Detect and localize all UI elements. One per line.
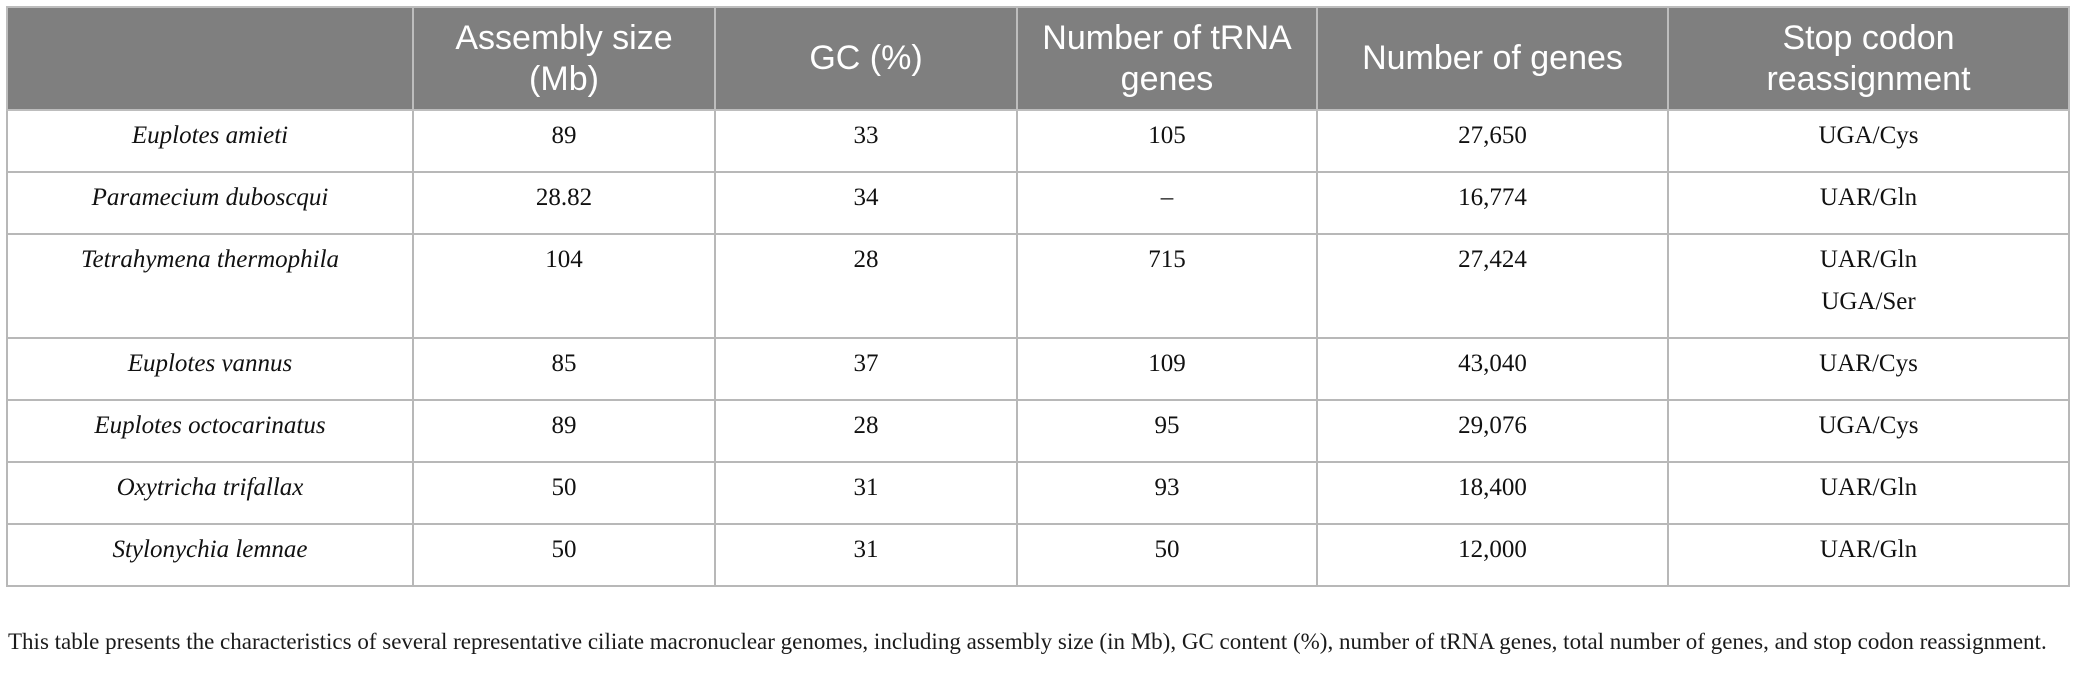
- table-row: Tetrahymena thermophila 104 28 715 27,42…: [6, 233, 2070, 339]
- gc-cell: 31: [714, 523, 1018, 587]
- assembly-size-cell: 89: [412, 399, 716, 463]
- species-cell: Euplotes vannus: [6, 337, 414, 401]
- assembly-size-cell: 50: [412, 461, 716, 525]
- assembly-size-cell: 50: [412, 523, 716, 587]
- trna-cell: 93: [1016, 461, 1318, 525]
- table-body: Euplotes amieti 89 33 105 27,650 UGA/Cys…: [6, 109, 2070, 587]
- header-number-of-genes: Number of genes: [1316, 6, 1669, 111]
- trna-cell: 105: [1016, 109, 1318, 173]
- species-cell: Tetrahymena thermophila: [6, 233, 414, 339]
- stop-codon-cell: UAR/Gln: [1667, 523, 2070, 587]
- stop-codon-value: UAR/Cys: [1819, 350, 1918, 377]
- trna-cell: –: [1016, 171, 1318, 235]
- genes-cell: 12,000: [1316, 523, 1669, 587]
- genes-cell: 27,424: [1316, 233, 1669, 339]
- stop-codon-cell: UAR/Gln: [1667, 461, 2070, 525]
- genes-cell: 27,650: [1316, 109, 1669, 173]
- assembly-size-cell: 104: [412, 233, 716, 339]
- species-cell: Stylonychia lemnae: [6, 523, 414, 587]
- stop-codon-cell: UAR/Gln: [1667, 171, 2070, 235]
- genes-cell: 16,774: [1316, 171, 1669, 235]
- table-header: Assembly size (Mb) GC (%) Number of tRNA…: [6, 6, 2070, 111]
- header-stop-codon: Stop codon reassignment: [1667, 6, 2070, 111]
- gc-cell: 28: [714, 233, 1018, 339]
- assembly-size-cell: 89: [412, 109, 716, 173]
- table-row: Paramecium duboscqui 28.82 34 – 16,774 U…: [6, 171, 2070, 235]
- gc-cell: 37: [714, 337, 1018, 401]
- trna-cell: 95: [1016, 399, 1318, 463]
- genes-cell: 43,040: [1316, 337, 1669, 401]
- stop-codon-value: UAR/Gln: [1819, 474, 1918, 501]
- table-row: Oxytricha trifallax 50 31 93 18,400 UAR/…: [6, 461, 2070, 525]
- trna-cell: 50: [1016, 523, 1318, 587]
- gc-cell: 33: [714, 109, 1018, 173]
- table-row: Euplotes amieti 89 33 105 27,650 UGA/Cys: [6, 109, 2070, 173]
- stop-codon-cell: UGA/Cys: [1667, 399, 2070, 463]
- header-assembly-size: Assembly size (Mb): [412, 6, 716, 111]
- table-row: Euplotes vannus 85 37 109 43,040 UAR/Cys: [6, 337, 2070, 401]
- header-trna-genes: Number of tRNA genes: [1016, 6, 1318, 111]
- species-cell: Euplotes octocarinatus: [6, 399, 414, 463]
- genome-characteristics-table: Assembly size (Mb) GC (%) Number of tRNA…: [6, 6, 2070, 587]
- stop-codon-cell: UAR/Gln UGA/Ser: [1667, 233, 2070, 339]
- table-row: Stylonychia lemnae 50 31 50 12,000 UAR/G…: [6, 523, 2070, 587]
- gc-cell: 34: [714, 171, 1018, 235]
- stop-codon-value: UGA/Cys: [1818, 122, 1919, 149]
- assembly-size-cell: 85: [412, 337, 716, 401]
- header-species: [6, 6, 414, 111]
- species-cell: Euplotes amieti: [6, 109, 414, 173]
- header-gc: GC (%): [714, 6, 1018, 111]
- trna-cell: 715: [1016, 233, 1318, 339]
- header-row: Assembly size (Mb) GC (%) Number of tRNA…: [6, 6, 2070, 111]
- stop-codon-value: UAR/Gln: [1819, 536, 1918, 563]
- species-cell: Paramecium duboscqui: [6, 171, 414, 235]
- table-caption: This table presents the characteristics …: [8, 629, 2047, 654]
- assembly-size-cell: 28.82: [412, 171, 716, 235]
- table-row: Euplotes octocarinatus 89 28 95 29,076 U…: [6, 399, 2070, 463]
- stop-codon-cell: UAR/Cys: [1667, 337, 2070, 401]
- genes-cell: 29,076: [1316, 399, 1669, 463]
- gc-cell: 31: [714, 461, 1018, 525]
- stop-codon-value: UGA/Ser: [1821, 288, 1916, 315]
- stop-codon-value: UGA/Cys: [1818, 412, 1919, 439]
- gc-cell: 28: [714, 399, 1018, 463]
- genes-cell: 18,400: [1316, 461, 1669, 525]
- genome-table-container: Assembly size (Mb) GC (%) Number of tRNA…: [6, 6, 2070, 587]
- stop-codon-value: UAR/Gln: [1819, 246, 1918, 273]
- stop-codon-value: UAR/Gln: [1819, 184, 1918, 211]
- trna-cell: 109: [1016, 337, 1318, 401]
- species-cell: Oxytricha trifallax: [6, 461, 414, 525]
- stop-codon-cell: UGA/Cys: [1667, 109, 2070, 173]
